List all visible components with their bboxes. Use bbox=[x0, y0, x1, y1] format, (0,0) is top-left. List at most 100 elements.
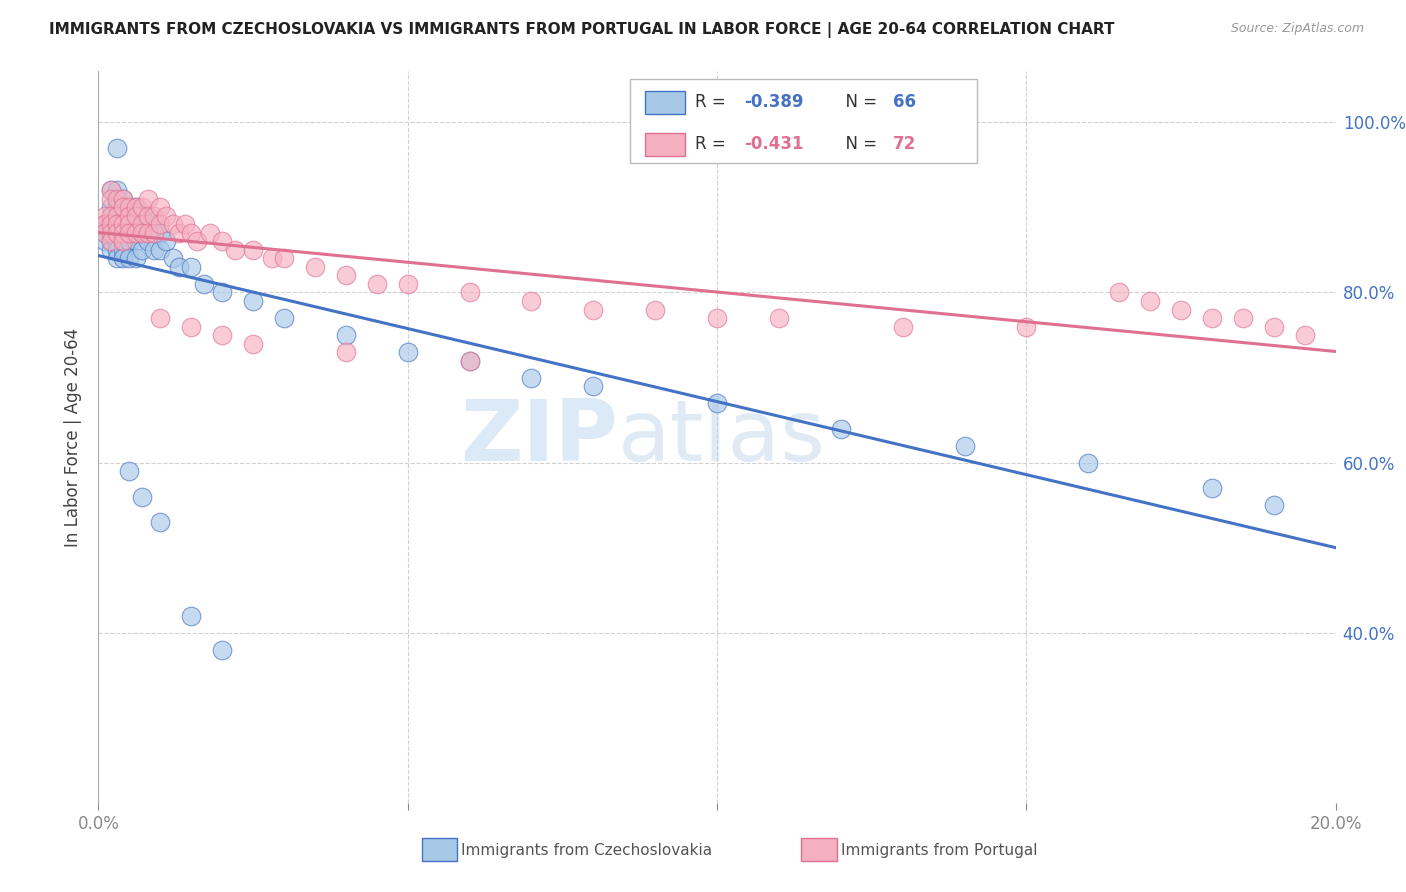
Point bbox=[118, 209, 141, 223]
Point bbox=[105, 243, 128, 257]
Point bbox=[162, 252, 184, 266]
Point bbox=[131, 218, 153, 232]
Point bbox=[953, 439, 976, 453]
FancyBboxPatch shape bbox=[645, 133, 685, 156]
Point bbox=[242, 336, 264, 351]
Point bbox=[149, 243, 172, 257]
Point bbox=[112, 201, 135, 215]
Point bbox=[211, 642, 233, 657]
Point bbox=[1201, 481, 1223, 495]
Point bbox=[112, 218, 135, 232]
Point bbox=[273, 252, 295, 266]
Point bbox=[131, 243, 153, 257]
Point bbox=[180, 226, 202, 240]
Point bbox=[136, 235, 159, 249]
Point bbox=[458, 285, 481, 300]
Text: 72: 72 bbox=[893, 136, 915, 153]
FancyBboxPatch shape bbox=[630, 78, 977, 163]
Point bbox=[100, 226, 122, 240]
Point bbox=[273, 311, 295, 326]
Point bbox=[118, 226, 141, 240]
Point bbox=[149, 515, 172, 529]
Point bbox=[143, 209, 166, 223]
Point bbox=[124, 252, 146, 266]
Point bbox=[1294, 328, 1316, 343]
Point bbox=[131, 209, 153, 223]
Point bbox=[105, 235, 128, 249]
Point bbox=[458, 353, 481, 368]
Point bbox=[155, 235, 177, 249]
Point bbox=[124, 218, 146, 232]
Text: 66: 66 bbox=[893, 94, 915, 112]
Point bbox=[112, 235, 135, 249]
Point bbox=[105, 201, 128, 215]
Point bbox=[100, 209, 122, 223]
Text: Immigrants from Portugal: Immigrants from Portugal bbox=[841, 843, 1038, 857]
Point bbox=[100, 183, 122, 197]
Point bbox=[136, 218, 159, 232]
Text: -0.431: -0.431 bbox=[744, 136, 804, 153]
Point bbox=[520, 293, 543, 308]
Y-axis label: In Labor Force | Age 20-64: In Labor Force | Age 20-64 bbox=[63, 327, 82, 547]
Text: -0.389: -0.389 bbox=[744, 94, 804, 112]
Point bbox=[180, 260, 202, 274]
Point bbox=[105, 209, 128, 223]
Point bbox=[242, 243, 264, 257]
Point bbox=[112, 226, 135, 240]
Point bbox=[1201, 311, 1223, 326]
Point bbox=[143, 243, 166, 257]
Point bbox=[131, 226, 153, 240]
Point bbox=[93, 226, 115, 240]
Point bbox=[118, 218, 141, 232]
Point bbox=[366, 277, 388, 291]
Point bbox=[105, 226, 128, 240]
Point bbox=[112, 192, 135, 206]
Point bbox=[105, 252, 128, 266]
Point bbox=[105, 218, 128, 232]
Point bbox=[242, 293, 264, 308]
Point bbox=[768, 311, 790, 326]
Text: atlas: atlas bbox=[619, 395, 827, 479]
Point bbox=[162, 218, 184, 232]
Point bbox=[193, 277, 215, 291]
Point bbox=[335, 328, 357, 343]
Point bbox=[1263, 319, 1285, 334]
Point bbox=[644, 302, 666, 317]
Point bbox=[149, 218, 172, 232]
Point bbox=[143, 226, 166, 240]
Point bbox=[105, 183, 128, 197]
Point bbox=[131, 226, 153, 240]
Point bbox=[112, 252, 135, 266]
Point bbox=[582, 302, 605, 317]
Point bbox=[112, 235, 135, 249]
Point bbox=[124, 226, 146, 240]
Point bbox=[100, 218, 122, 232]
Point bbox=[1263, 498, 1285, 512]
Point bbox=[124, 201, 146, 215]
Point bbox=[174, 218, 197, 232]
Text: N =: N = bbox=[835, 94, 882, 112]
Point bbox=[180, 608, 202, 623]
Point bbox=[100, 235, 122, 249]
Point bbox=[93, 218, 115, 232]
Point bbox=[112, 192, 135, 206]
Point bbox=[1232, 311, 1254, 326]
Point bbox=[118, 201, 141, 215]
Point bbox=[149, 201, 172, 215]
Point bbox=[396, 345, 419, 359]
Point bbox=[124, 201, 146, 215]
Point bbox=[1139, 293, 1161, 308]
Point bbox=[100, 243, 122, 257]
Point bbox=[167, 260, 190, 274]
Point bbox=[118, 235, 141, 249]
Point bbox=[396, 277, 419, 291]
Point bbox=[304, 260, 326, 274]
Point bbox=[186, 235, 208, 249]
Point bbox=[105, 141, 128, 155]
Point bbox=[1015, 319, 1038, 334]
Point bbox=[100, 235, 122, 249]
FancyBboxPatch shape bbox=[645, 90, 685, 114]
Point bbox=[224, 243, 246, 257]
Text: R =: R = bbox=[695, 136, 731, 153]
Point bbox=[136, 192, 159, 206]
